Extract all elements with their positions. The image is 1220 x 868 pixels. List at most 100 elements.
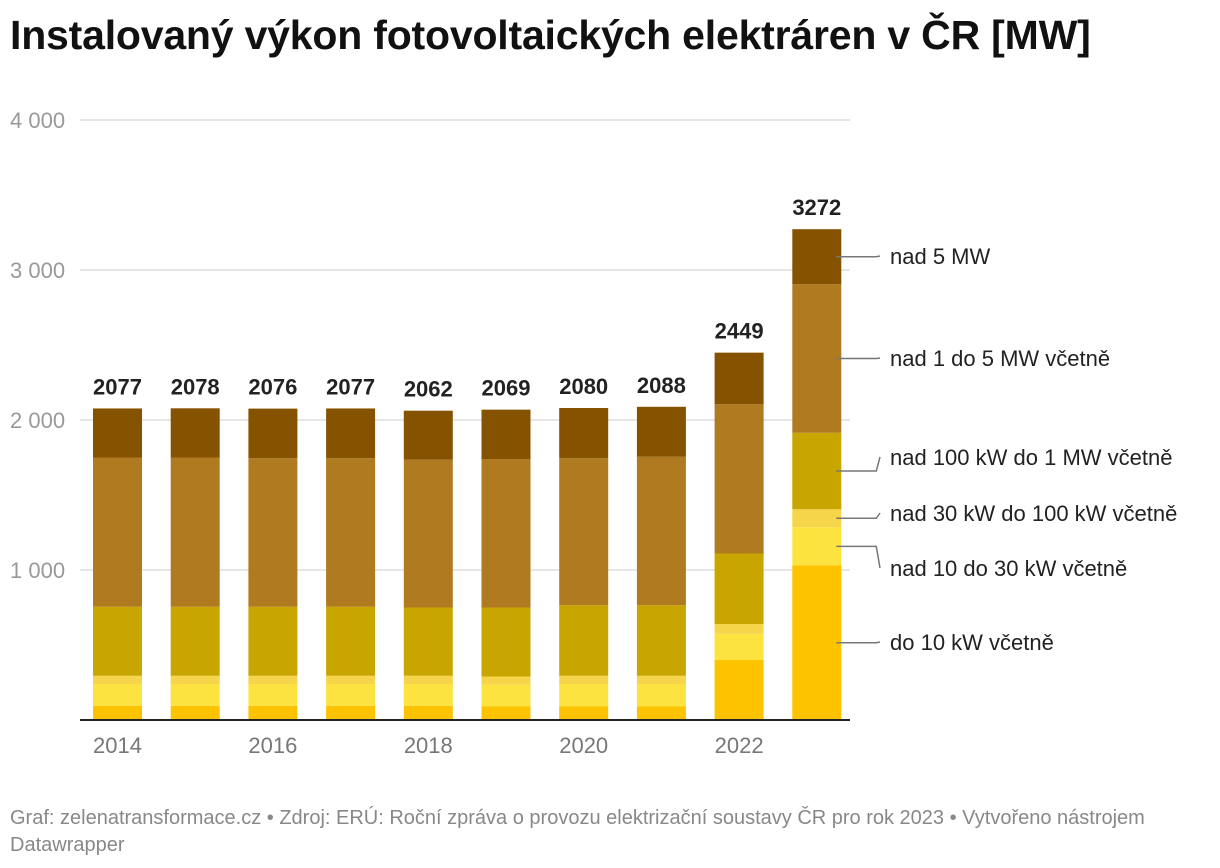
bar-segment xyxy=(714,352,764,405)
bar-segment xyxy=(559,675,609,684)
x-tick-label: 2014 xyxy=(93,733,142,758)
bar-segment xyxy=(714,633,764,660)
bar-segment xyxy=(170,457,220,607)
bar-segment xyxy=(93,684,142,706)
bar-stack xyxy=(93,408,142,720)
bar-stack xyxy=(248,408,298,720)
bar-segment xyxy=(170,705,220,720)
bar-segment xyxy=(248,684,298,706)
bar-segment xyxy=(636,605,686,676)
legend-connector xyxy=(836,641,881,644)
x-tick-label: 2018 xyxy=(404,733,453,758)
bar-segment xyxy=(93,705,142,720)
bar-segment xyxy=(403,410,453,460)
bar-segment xyxy=(481,459,531,608)
bar-segment xyxy=(403,675,453,684)
bar-stack xyxy=(636,406,686,720)
bar-segment xyxy=(481,684,531,707)
bar-segment xyxy=(93,675,142,684)
total-label: 2069 xyxy=(482,376,531,401)
bar-segment xyxy=(792,229,842,285)
bar-segment xyxy=(481,409,531,459)
bar-segment xyxy=(636,684,686,707)
bar-segment xyxy=(559,458,609,606)
bar-segment xyxy=(248,705,298,720)
chart: 1 000 2 000 3 000 4 000 2077 2078 2076 2077 206… xyxy=(10,108,1177,758)
bar-segment xyxy=(170,408,220,458)
total-label: 2088 xyxy=(637,373,686,398)
bar-segment xyxy=(714,553,764,624)
bars xyxy=(93,229,842,720)
legend-connector xyxy=(836,255,881,258)
bar-stack xyxy=(170,408,220,720)
x-tick-label: 2016 xyxy=(248,733,297,758)
bar-segment xyxy=(714,624,764,634)
legend-connector xyxy=(836,512,881,519)
legend-label: nad 30 kW do 100 kW včetně xyxy=(890,501,1177,526)
bar-segment xyxy=(714,660,764,720)
legend-label: do 10 kW včetně xyxy=(890,630,1054,655)
bar-segment xyxy=(93,408,142,458)
bar-segment xyxy=(248,606,298,676)
bar-segment xyxy=(93,606,142,676)
total-label: 2076 xyxy=(248,375,297,400)
bar-segment xyxy=(170,684,220,706)
bar-segment xyxy=(792,527,842,566)
bar-segment xyxy=(792,284,842,433)
bar-segment xyxy=(481,706,531,720)
y-tick-label: 1 000 xyxy=(10,558,65,583)
bar-stack xyxy=(326,408,376,720)
bar-segment xyxy=(93,457,142,607)
bar-segment xyxy=(559,408,609,459)
chart-title: Instalovaný výkon fotovoltaických elektr… xyxy=(10,12,1091,58)
bar-segment xyxy=(248,458,298,607)
bar-segment xyxy=(326,684,376,706)
bar-segment xyxy=(170,675,220,684)
bar-segment xyxy=(792,509,842,528)
total-label: 2449 xyxy=(715,319,764,344)
total-label: 2080 xyxy=(559,374,608,399)
bar-segment xyxy=(636,456,686,606)
legend: do 10 kW včetně nad 10 do 30 kW včetně nad… xyxy=(836,244,1177,655)
bar-segment xyxy=(481,607,531,677)
legend-connector xyxy=(836,357,881,360)
bar-segment xyxy=(559,605,609,676)
bar-segment xyxy=(481,676,531,685)
bar-segment xyxy=(326,408,376,459)
bar-segment xyxy=(170,606,220,676)
legend-label: nad 5 MW xyxy=(890,244,990,269)
bar-segment xyxy=(636,706,686,720)
bar-segment xyxy=(559,706,609,720)
bar-stack xyxy=(792,229,842,720)
bar-stack xyxy=(714,352,764,720)
y-tick-label: 4 000 xyxy=(10,108,65,133)
x-tick-label: 2020 xyxy=(559,733,608,758)
bar-segment xyxy=(326,705,376,720)
bar-segment xyxy=(248,675,298,684)
bar-stack xyxy=(559,408,609,720)
bar-segment xyxy=(636,675,686,684)
y-axis-ticks: 1 000 2 000 3 000 4 000 xyxy=(10,108,65,583)
bar-stack xyxy=(481,409,531,720)
total-label: 2062 xyxy=(404,377,453,402)
bar-segment xyxy=(792,432,842,510)
bar-stack xyxy=(403,410,453,720)
bar-segment xyxy=(714,404,764,554)
bar-segment xyxy=(248,408,298,459)
bar-segment xyxy=(792,565,842,720)
total-labels: 2077 2078 2076 2077 2062 2069 2080 2088 2449 3272 xyxy=(93,195,841,402)
bar-segment xyxy=(326,675,376,684)
bar-segment xyxy=(403,684,453,706)
bar-segment xyxy=(636,406,686,457)
total-label: 3272 xyxy=(792,195,841,220)
legend-label: nad 10 do 30 kW včetně xyxy=(890,556,1127,581)
legend-connector xyxy=(836,456,881,472)
legend-connector xyxy=(836,545,881,569)
bar-segment xyxy=(559,684,609,707)
chart-footer: Graf: zelenatransformace.cz • Zdroj: ERÚ… xyxy=(10,807,1145,856)
legend-label: nad 100 kW do 1 MW včetně xyxy=(890,445,1172,470)
bar-segment xyxy=(403,705,453,720)
bar-segment xyxy=(403,607,453,676)
legend-label: nad 1 do 5 MW včetně xyxy=(890,346,1110,371)
bar-segment xyxy=(326,606,376,676)
